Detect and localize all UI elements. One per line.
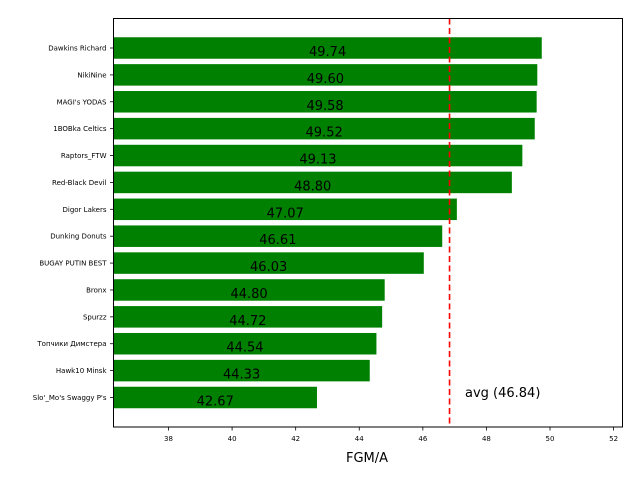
y-axis: Dawkins Richard NikiNine MAGI's YODAS 1BOBk… [33, 45, 114, 402]
bar-value-label: 49.74 [309, 45, 346, 60]
x-tick-label: 40 [228, 435, 237, 443]
y-tick-label: NikiNine [77, 71, 106, 79]
bar [113, 225, 443, 247]
plot-frame [113, 18, 623, 428]
bar-value-label: 44.72 [229, 314, 266, 329]
y-tick-label: Dunking Donuts [50, 233, 107, 241]
bar-value-label: 44.33 [223, 368, 260, 383]
bar [113, 332, 377, 355]
bar [113, 144, 523, 167]
y-tick-label: Digor Lakers [63, 206, 107, 214]
bar [113, 117, 535, 140]
x-tick-label: 44 [355, 435, 364, 443]
y-tick-label: Spurzz [83, 313, 107, 321]
bar [113, 198, 457, 221]
y-tick-label: Bronx [86, 286, 106, 294]
bar-value-label: 44.80 [230, 287, 267, 302]
average-label: avg (46.84) [465, 386, 540, 401]
x-tick-label: 50 [546, 435, 555, 443]
bar-value-label: 49.58 [306, 99, 343, 114]
x-tick-label: 52 [609, 435, 618, 443]
y-tick-label: MAGI's YODAS [57, 98, 107, 106]
bar-value-label: 46.61 [259, 233, 296, 248]
bar-value-label: 47.07 [267, 206, 304, 221]
y-tick-label: 1BOBka Celtics [53, 125, 107, 133]
bar [113, 171, 512, 194]
x-tick-label: 42 [291, 435, 300, 443]
x-tick-label: 38 [164, 435, 173, 443]
bar [113, 279, 385, 301]
y-tick-label: BUGAY PUTIN BEST [39, 260, 107, 268]
y-tick-label: Топчики Димстера [36, 340, 106, 348]
bar-value-labels: 49.74 49.60 49.58 49.52 49.13 48.80 47.07 46.61… [197, 45, 347, 410]
x-tick-label: 46 [418, 435, 427, 443]
bar [113, 64, 538, 86]
y-tick-label: Red-Black Devil [52, 179, 107, 187]
bar-value-label: 49.13 [299, 153, 336, 168]
y-tick-label: Hawk10 Minsk [56, 367, 108, 375]
bar-value-label: 48.80 [294, 179, 331, 194]
x-axis: 38 40 42 44 46 48 50 52 [164, 427, 618, 443]
y-tick-label: Raptors_FTW [61, 152, 107, 160]
x-axis-label: FGM/A [346, 451, 388, 466]
bar [113, 359, 370, 382]
bar [113, 306, 383, 328]
bar [113, 91, 537, 113]
bar-value-label: 44.54 [226, 341, 263, 356]
y-tick-label: Slo'_Mo's Swaggy P's [33, 394, 107, 402]
bar-value-label: 46.03 [250, 260, 287, 275]
bar-value-label: 42.67 [197, 395, 234, 410]
bars-group [113, 37, 542, 409]
x-tick-label: 48 [482, 435, 491, 443]
bar-value-label: 49.52 [306, 126, 343, 141]
bar [113, 386, 317, 409]
bar-value-label: 49.60 [307, 72, 344, 87]
y-tick-label: Dawkins Richard [48, 45, 106, 53]
bar [113, 37, 542, 59]
bar [113, 252, 424, 274]
